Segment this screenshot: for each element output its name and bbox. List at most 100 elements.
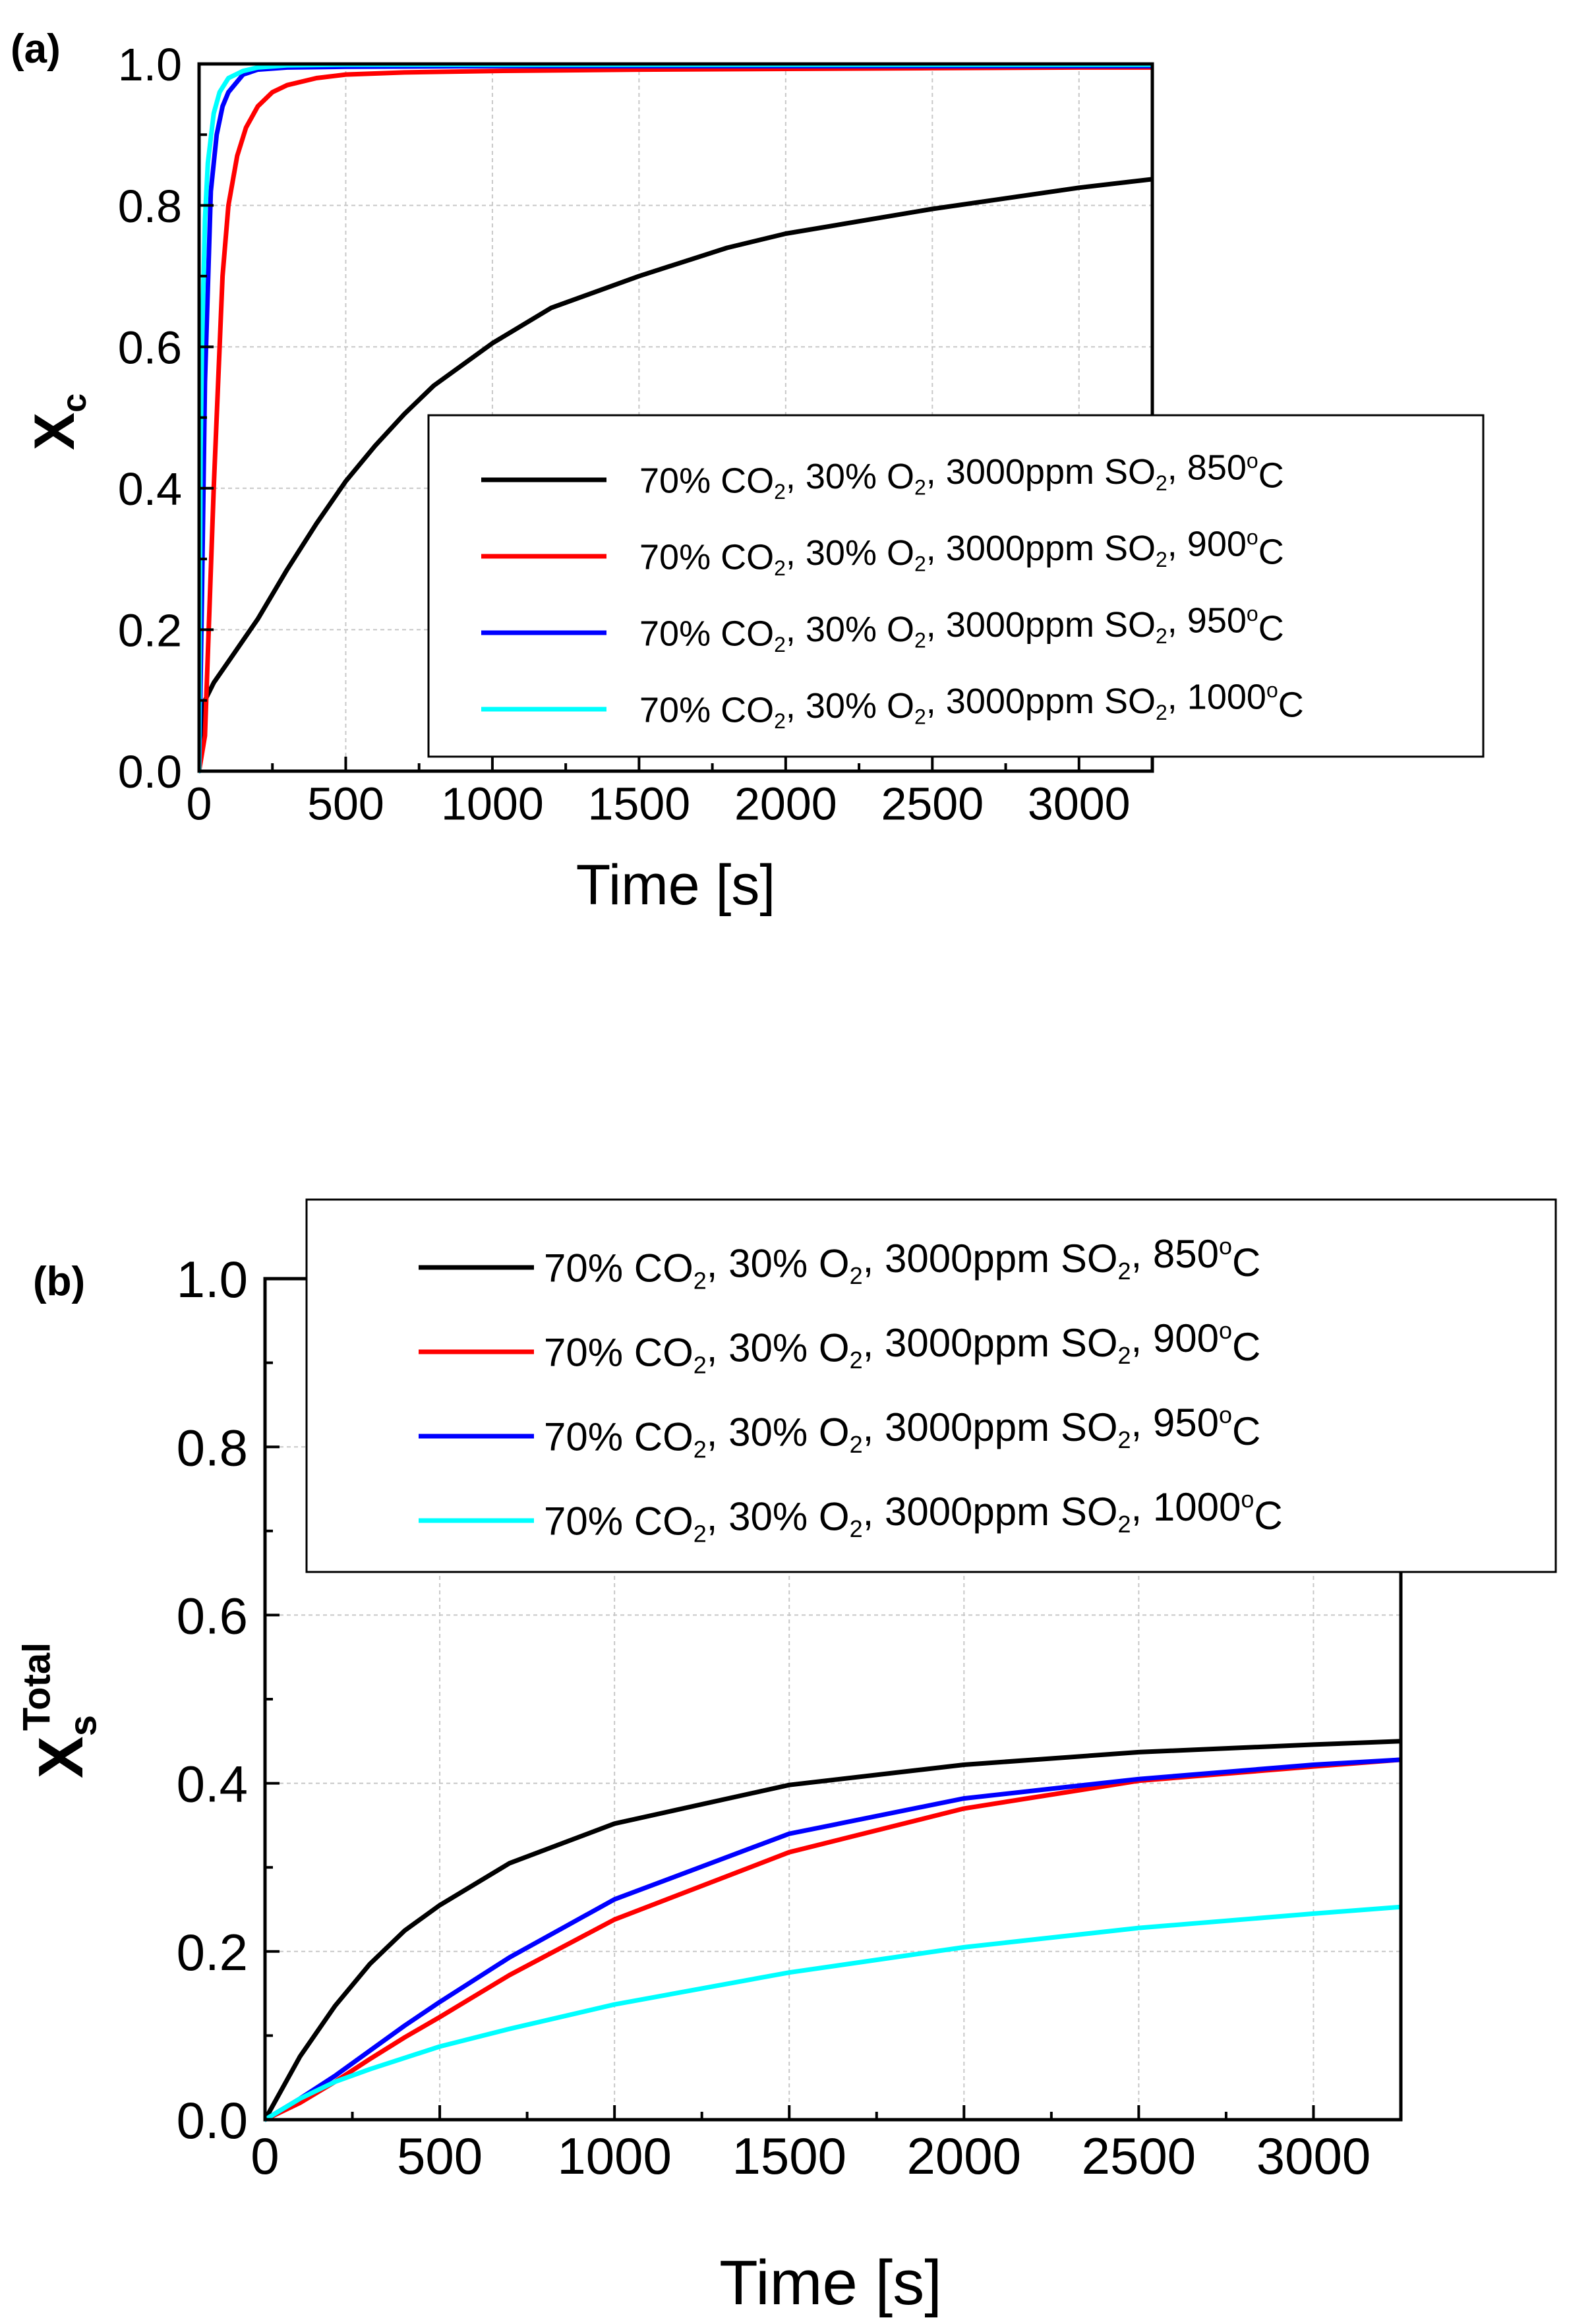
y-tick-label: 0.4: [118, 463, 182, 515]
x-tick-label: 1500: [588, 778, 691, 830]
legend-text-part: , 950: [1167, 601, 1247, 641]
x-tick-label: 1000: [441, 778, 544, 830]
x-tick-label: 0: [251, 2127, 279, 2185]
legend-subscript: 2: [850, 1262, 863, 1289]
legend-subscript: 2: [694, 1267, 707, 1294]
legend-text-part: C: [1278, 685, 1304, 725]
series-line-0: [199, 177, 1152, 774]
legend-text-part: C: [1232, 1325, 1260, 1369]
legend-text-part: C: [1254, 1494, 1282, 1538]
legend-text-part: , 30% O: [707, 1241, 850, 1285]
legend-superscript: o: [1241, 1486, 1254, 1513]
panel-a: 0 500 1000 1500 2000 2500 3000 0.0 0.2 0.4 0.6 0.8 1…: [11, 26, 1485, 917]
legend-superscript: o: [1247, 525, 1258, 549]
legend-text-part: C: [1258, 456, 1284, 496]
legend-text-part: , 3000ppm SO: [926, 682, 1156, 721]
legend-subscript: 2: [914, 552, 926, 575]
legend: 70% CO2, 30% O2, 3000ppm SO2, 850oC 70% C…: [427, 414, 1485, 758]
legend-text-part: , 30% O: [707, 1494, 850, 1538]
y-tick-label: 0.2: [177, 1923, 248, 1981]
legend-entry-3: 70% CO2, 30% O2, 3000ppm SO2, 1000oC: [639, 678, 1304, 733]
panel-label: (a): [11, 26, 61, 72]
legend-text-part: , 3000ppm SO: [863, 1236, 1118, 1281]
x-tick-label: 2500: [881, 778, 984, 830]
legend-subscript: 2: [850, 1347, 863, 1374]
x-tick-label: 0: [187, 778, 212, 830]
legend-text-part: , 3000ppm SO: [926, 452, 1156, 492]
legend-subscript: 2: [1118, 1342, 1131, 1369]
y-tick-label: 0.8: [177, 1418, 248, 1476]
legend-subscript: 2: [1156, 471, 1167, 495]
legend-text-part: , 30% O: [786, 686, 914, 726]
legend-subscript: 2: [1156, 701, 1167, 724]
y-tick-label: 0.8: [118, 181, 182, 232]
legend-subscript: 2: [694, 1436, 707, 1463]
legend-subscript: 2: [1118, 1511, 1131, 1538]
legend-superscript: o: [1247, 602, 1258, 625]
x-tick-label: 3000: [1256, 2127, 1371, 2185]
x-tick-label: 1500: [732, 2127, 846, 2185]
legend-subscript: 2: [774, 633, 786, 656]
legend-subscript: 2: [850, 1515, 863, 1542]
legend-text-part: C: [1232, 1240, 1260, 1285]
x-tick-label: 2000: [907, 2127, 1022, 2185]
y-tick-label: 0.6: [118, 322, 182, 373]
series-line-3: [265, 1904, 1401, 2122]
legend-text-part: , 30% O: [707, 1325, 850, 1370]
legend-subscript: 2: [1118, 1258, 1131, 1285]
legend-entry-2: 70% CO2, 30% O2, 3000ppm SO2, 950oC: [544, 1401, 1260, 1463]
legend-text-part: , 3000ppm SO: [863, 1321, 1118, 1365]
x-tick-label: 500: [307, 778, 384, 830]
x-tick-label: 1000: [557, 2127, 672, 2185]
legend-superscript: o: [1219, 1317, 1232, 1344]
legend-text-part: 70% CO: [639, 690, 774, 730]
panel-label: (b): [33, 1259, 85, 1304]
legend-box: [427, 414, 1485, 758]
legend-text-part: , 1000: [1131, 1485, 1241, 1529]
legend-text-part: , 30% O: [786, 610, 914, 649]
legend-subscript: 2: [774, 709, 786, 733]
legend-subscript: 2: [1156, 624, 1167, 648]
series-line-1: [265, 1757, 1401, 2122]
legend-text-part: , 1000: [1167, 678, 1266, 717]
legend-superscript: o: [1219, 1233, 1232, 1260]
y-axis-title-subscript: c: [55, 393, 94, 413]
legend-entry-1: 70% CO2, 30% O2, 3000ppm SO2, 900oC: [639, 525, 1284, 580]
panel-b: 0 500 1000 1500 2000 2500 3000 0.0 0.2 0.4 0.6 0.8 1…: [16, 1198, 1557, 2318]
legend-text-part: , 30% O: [786, 533, 914, 573]
legend-entry-1: 70% CO2, 30% O2, 3000ppm SO2, 900oC: [544, 1316, 1260, 1378]
legend-superscript: o: [1219, 1401, 1232, 1428]
legend-subscript: 2: [694, 1520, 707, 1547]
legend-entry-0: 70% CO2, 30% O2, 3000ppm SO2, 850oC: [544, 1232, 1260, 1294]
legend-entry-2: 70% CO2, 30% O2, 3000ppm SO2, 950oC: [639, 601, 1284, 656]
x-axis-title: Time [s]: [719, 2248, 942, 2318]
y-tick-label: 0.0: [118, 746, 182, 798]
legend-subscript: 2: [1118, 1426, 1131, 1453]
legend-text-part: C: [1258, 609, 1284, 649]
legend-subscript: 2: [850, 1431, 863, 1458]
legend-subscript: 2: [914, 475, 926, 499]
y-tick-label: 1.0: [177, 1250, 248, 1308]
legend-entry-3: 70% CO2, 30% O2, 3000ppm SO2, 1000oC: [544, 1485, 1283, 1547]
legend-subscript: 2: [914, 705, 926, 728]
legend-text-part: , 3000ppm SO: [863, 1405, 1118, 1449]
legend-text-part: , 3000ppm SO: [926, 605, 1156, 645]
legend-text-part: 70% CO: [639, 614, 774, 653]
legend-text-part: 70% CO: [544, 1499, 694, 1544]
y-axis-title: XsTotal: [16, 1642, 105, 1779]
y-tick-label: 1.0: [118, 39, 182, 90]
legend-text-part: , 3000ppm SO: [926, 529, 1156, 568]
legend-entry-0: 70% CO2, 30% O2, 3000ppm SO2, 850oC: [639, 448, 1284, 504]
legend-text-part: C: [1258, 533, 1284, 572]
x-tick-label: 2500: [1082, 2127, 1196, 2185]
series-line-0: [265, 1739, 1401, 2122]
x-tick-label: 3000: [1028, 778, 1131, 830]
y-tick-label: 0.2: [118, 605, 182, 656]
legend-subscript: 2: [774, 556, 786, 580]
x-tick-label: 500: [397, 2127, 483, 2185]
y-tick-label: 0.0: [177, 2091, 248, 2149]
x-axis-title: Time [s]: [576, 854, 776, 917]
y-tick-label: 0.4: [177, 1755, 248, 1813]
x-tick-label: 2000: [734, 778, 837, 830]
